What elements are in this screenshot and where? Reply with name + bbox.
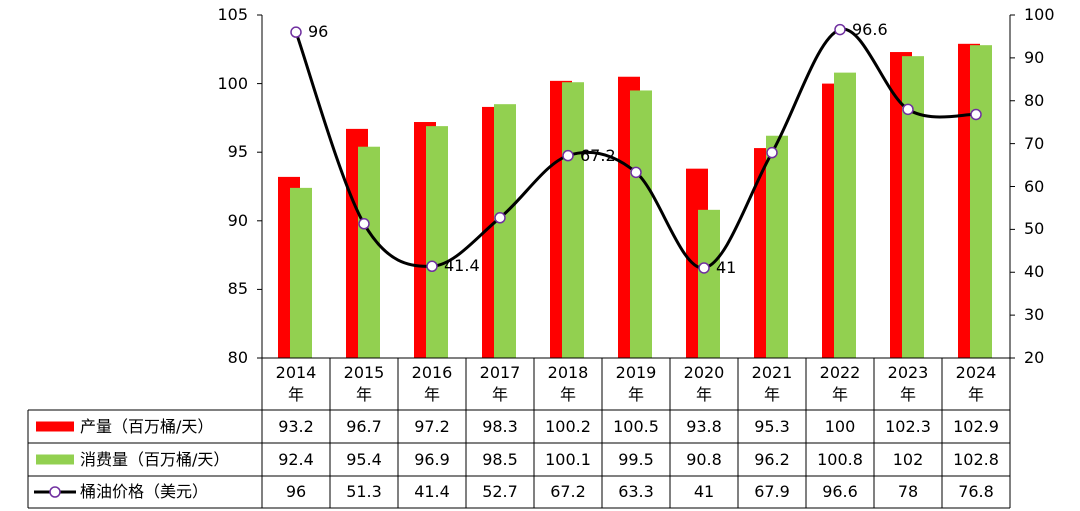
table-cell: 100 (824, 416, 856, 436)
table-cell: 51.3 (346, 482, 382, 501)
table-cell: 67.9 (754, 482, 790, 501)
x-tick-label: 2019年 (615, 363, 657, 404)
y-tick-label: 80 (227, 348, 248, 367)
bar (290, 187, 312, 358)
price-marker (698, 262, 710, 274)
table-cell: 78 (897, 482, 919, 501)
table-cell: 100.5 (613, 416, 659, 436)
y-tick-label: 85 (227, 279, 248, 299)
table-cell: 98.5 (482, 449, 518, 469)
price-marker (290, 26, 302, 38)
table-cell: 95.3 (754, 416, 790, 436)
bar (766, 135, 788, 358)
table-cell: 97.2 (414, 416, 450, 436)
table-cell: 102.9 (953, 416, 999, 436)
y2-tick-label: 40 (1024, 262, 1045, 282)
y2-tick-label: 20 (1024, 348, 1045, 367)
data-label: 96.6 (852, 19, 888, 39)
table-cell: 96.6 (822, 482, 858, 501)
y-tick-label: 100 (217, 73, 248, 93)
y-tick-label: 105 (217, 5, 248, 24)
price-marker (630, 166, 642, 179)
price-marker (834, 23, 846, 36)
table-cell: 102.8 (953, 449, 999, 469)
table-cell: 100.8 (817, 449, 863, 469)
table-cell: 96.7 (346, 416, 382, 436)
bar (630, 90, 652, 359)
table-cell: 95.4 (346, 449, 382, 469)
table-cell: 41.4 (414, 482, 450, 501)
x-tick-label: 2014年 (275, 363, 317, 404)
bar (834, 72, 856, 359)
price-line (294, 27, 977, 270)
bar (970, 45, 992, 359)
legend-swatch (49, 486, 61, 498)
y2-tick-label: 50 (1024, 219, 1045, 239)
table-cell: 100.2 (545, 416, 591, 436)
bar (494, 104, 516, 359)
y2-tick-label: 80 (1024, 90, 1045, 110)
price-marker (766, 146, 778, 159)
price-marker (970, 108, 982, 121)
table-cell: 90.8 (686, 449, 722, 469)
y2-tick-label: 30 (1024, 305, 1045, 325)
y2-tick-label: 90 (1024, 47, 1045, 67)
price-marker (562, 149, 574, 162)
table-cell: 52.7 (482, 482, 518, 501)
x-tick-label: 2017年 (479, 363, 521, 404)
table-cell: 102.3 (885, 416, 931, 436)
table-cell: 41 (693, 482, 715, 501)
table-cell: 99.5 (618, 449, 654, 469)
legend-label: 桶油价格（美元） (80, 482, 209, 501)
price-marker (902, 103, 914, 116)
bar (698, 209, 720, 358)
table-cell: 63.3 (618, 482, 654, 501)
table-cell: 100.1 (545, 449, 591, 469)
x-tick-label: 2015年 (343, 363, 385, 404)
bar (902, 56, 924, 358)
table-cell: 98.3 (482, 416, 518, 436)
table-cell: 96 (285, 482, 307, 501)
y2-tick-label: 70 (1024, 133, 1045, 153)
table-cell: 93.2 (278, 416, 314, 436)
legend-label: 产量（百万桶/天） (80, 416, 214, 436)
x-tick-label: 2021年 (751, 363, 793, 404)
x-tick-label: 2024年 (955, 363, 997, 404)
data-label: 67.2 (580, 145, 616, 165)
table-cell: 67.2 (550, 482, 586, 501)
legend-label: 消费量（百万桶/天） (80, 449, 230, 469)
price-marker (494, 212, 506, 224)
table-cell: 102 (892, 449, 924, 469)
bar (358, 146, 380, 358)
price-marker (426, 260, 438, 272)
bar (562, 82, 584, 358)
data-label: 41 (716, 257, 737, 277)
table-cell: 96.2 (754, 449, 790, 469)
x-tick-label: 2020年 (683, 363, 725, 404)
legend-swatch (36, 454, 74, 465)
legend-swatch (36, 421, 74, 432)
table-cell: 76.8 (958, 482, 994, 501)
x-tick-label: 2022年 (819, 363, 861, 404)
y2-tick-label: 100 (1024, 5, 1055, 24)
x-tick-label: 2018年 (547, 363, 589, 404)
table-cell: 92.4 (278, 449, 314, 469)
bar (426, 126, 448, 359)
table-cell: 96.9 (414, 449, 450, 469)
x-tick-label: 2016年 (411, 363, 453, 404)
price-marker (358, 218, 370, 230)
data-label: 41.4 (444, 256, 480, 276)
x-tick-label: 2023年 (887, 363, 929, 404)
y2-tick-label: 60 (1024, 176, 1045, 196)
y-tick-label: 90 (227, 210, 248, 230)
y-tick-label: 95 (227, 142, 248, 162)
data-label: 96 (308, 22, 329, 42)
table-cell: 93.8 (686, 416, 722, 436)
